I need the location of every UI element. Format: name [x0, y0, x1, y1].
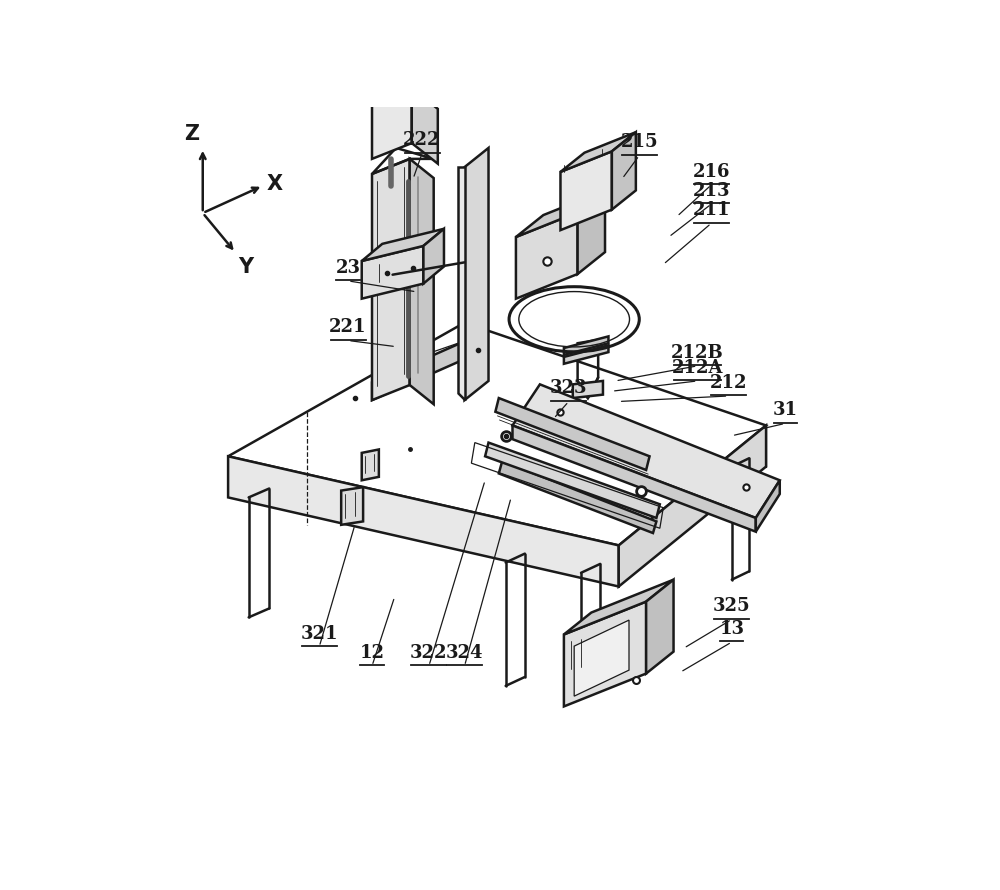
- Polygon shape: [560, 151, 612, 231]
- Polygon shape: [372, 340, 468, 400]
- Polygon shape: [512, 425, 756, 531]
- Polygon shape: [564, 579, 674, 635]
- Text: 23: 23: [336, 259, 361, 277]
- Polygon shape: [423, 229, 444, 284]
- Text: 213: 213: [692, 182, 730, 200]
- Polygon shape: [619, 425, 766, 587]
- Polygon shape: [362, 246, 423, 299]
- Polygon shape: [410, 159, 434, 404]
- Polygon shape: [362, 449, 379, 481]
- Polygon shape: [646, 579, 674, 674]
- Polygon shape: [516, 213, 578, 299]
- Polygon shape: [499, 461, 656, 533]
- Text: 321: 321: [300, 625, 338, 643]
- Polygon shape: [578, 190, 605, 274]
- Polygon shape: [372, 159, 410, 400]
- Polygon shape: [564, 336, 608, 355]
- Text: 31: 31: [773, 401, 798, 419]
- Polygon shape: [516, 190, 605, 237]
- Text: 324: 324: [446, 643, 483, 662]
- Polygon shape: [465, 148, 489, 400]
- Polygon shape: [564, 602, 646, 707]
- Text: 322: 322: [410, 643, 448, 662]
- Text: 212B: 212B: [671, 344, 724, 361]
- Polygon shape: [573, 381, 603, 398]
- Text: 221: 221: [329, 319, 367, 336]
- Polygon shape: [495, 398, 650, 470]
- Polygon shape: [458, 167, 465, 400]
- Polygon shape: [372, 82, 438, 104]
- Polygon shape: [228, 457, 619, 587]
- Polygon shape: [560, 132, 636, 172]
- Polygon shape: [612, 132, 636, 209]
- Polygon shape: [341, 487, 363, 525]
- Text: 325: 325: [713, 597, 751, 615]
- Polygon shape: [372, 88, 412, 159]
- Polygon shape: [485, 442, 660, 518]
- Text: Z: Z: [184, 125, 199, 144]
- Polygon shape: [564, 345, 608, 364]
- Polygon shape: [362, 229, 444, 261]
- Text: 222: 222: [403, 132, 441, 150]
- Text: 212: 212: [710, 374, 747, 392]
- Polygon shape: [412, 88, 438, 164]
- Text: Y: Y: [238, 257, 254, 277]
- Text: 13: 13: [719, 620, 744, 638]
- Text: 212A: 212A: [672, 359, 723, 376]
- Text: X: X: [266, 174, 283, 193]
- Text: 12: 12: [360, 643, 385, 662]
- Text: 323: 323: [550, 379, 587, 397]
- Text: 216: 216: [692, 163, 730, 181]
- Polygon shape: [512, 384, 780, 518]
- Polygon shape: [574, 620, 629, 696]
- Text: 211: 211: [692, 201, 730, 219]
- Text: 215: 215: [620, 134, 658, 151]
- Polygon shape: [756, 481, 780, 531]
